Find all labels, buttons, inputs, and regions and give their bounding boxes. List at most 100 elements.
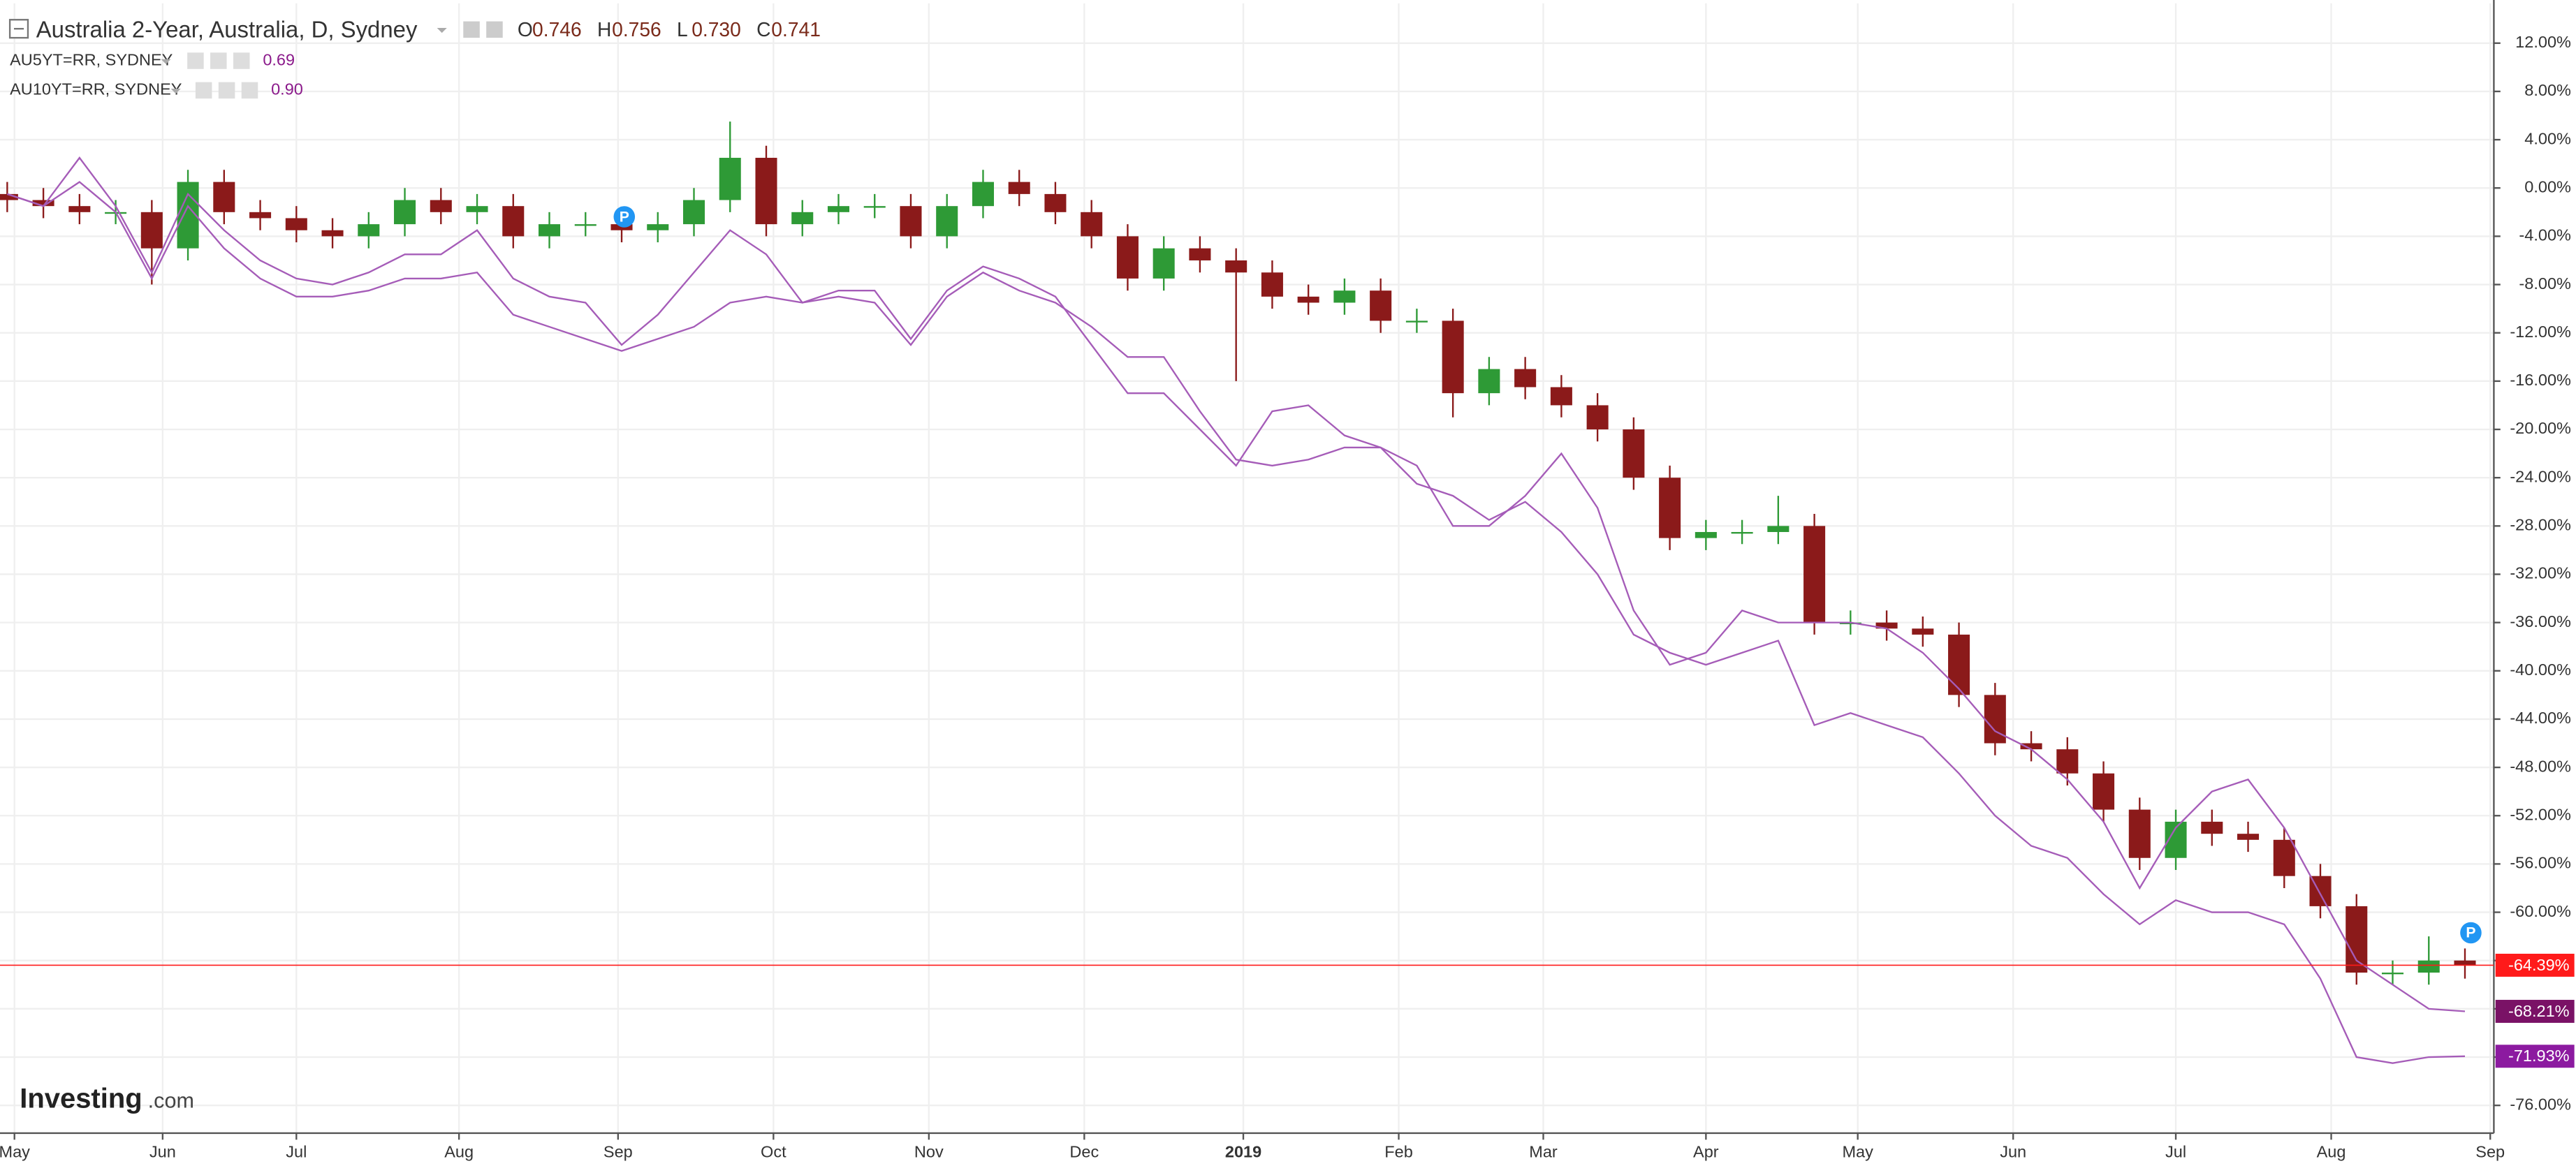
candle-body (574, 224, 597, 226)
candle-body (68, 206, 91, 212)
candle-body (1297, 296, 1319, 303)
dropdown[interactable] (170, 89, 181, 94)
last-value-label: -64.39% (2508, 956, 2570, 974)
candle-body (2237, 834, 2260, 840)
candle-body (900, 206, 922, 237)
y-tick-label: -24.00% (2510, 467, 2571, 485)
candle-body (1731, 531, 1753, 534)
candle-body (1008, 182, 1030, 194)
ohlc-label: C (756, 18, 770, 40)
candle-body (1370, 290, 1392, 321)
candle-body (1875, 622, 1898, 629)
candle-body (682, 200, 705, 225)
candle-body (1550, 387, 1572, 406)
ohlc-label: O (518, 18, 533, 40)
marker-circle[interactable] (2460, 922, 2482, 944)
y-tick-label: -56.00% (2510, 854, 2571, 872)
candle-body (1333, 290, 1356, 303)
candle-body (647, 224, 669, 230)
y-tick-label: -36.00% (2510, 612, 2571, 630)
ohlc-value: 0.741 (771, 18, 821, 40)
candle-body (321, 230, 344, 237)
y-tick-label: 0.00% (2524, 177, 2571, 195)
y-tick-label: -52.00% (2510, 805, 2571, 823)
x-tick-label: Sep (2475, 1142, 2505, 1160)
candle-body (430, 200, 452, 212)
x-tick-label: Jun (149, 1142, 176, 1160)
x-tick-label: Oct (761, 1142, 786, 1160)
candle-body (285, 218, 307, 230)
ohlc-value: 0.730 (691, 18, 741, 40)
grid (0, 3, 2494, 1133)
event-marker[interactable]: P (2460, 922, 2482, 944)
candle-body (863, 206, 886, 208)
candle-body (1152, 248, 1175, 279)
candle-body (32, 200, 54, 207)
candle-body (1803, 526, 1826, 623)
candle-body (1261, 272, 1283, 297)
y-tick-label: 8.00% (2524, 81, 2571, 99)
candle-body (2381, 972, 2404, 975)
last-value-box (2495, 953, 2575, 977)
settings-icon[interactable] (195, 82, 212, 99)
series-line (6, 156, 2466, 1012)
y-tick-label: -28.00% (2510, 516, 2571, 534)
candle-body (213, 182, 235, 212)
candle-body (1081, 212, 1103, 237)
candle-body (0, 193, 18, 200)
x-tick-label: Nov (914, 1142, 944, 1160)
watermark: Investing .com (20, 1083, 194, 1114)
dropdown[interactable] (161, 59, 171, 64)
candle-body (394, 200, 416, 225)
close-icon[interactable] (233, 52, 250, 69)
event-marker[interactable]: P (613, 206, 636, 228)
marker-circle[interactable] (613, 206, 636, 228)
x-tick-label: May (0, 1142, 30, 1160)
marker-text: P (620, 209, 629, 225)
x-tick-label: Dec (1069, 1142, 1099, 1160)
candle-body (538, 224, 561, 237)
x-tick-label: 2019 (1225, 1142, 1261, 1160)
close-icon[interactable] (241, 82, 258, 99)
candle-body (1189, 248, 1211, 260)
candle-body (1984, 695, 2006, 744)
logo-suffix: .com (148, 1088, 194, 1112)
dropdown[interactable] (437, 28, 447, 34)
settings-icon[interactable] (218, 82, 235, 99)
y-tick-label: 4.00% (2524, 129, 2571, 147)
series-line (6, 181, 2466, 1064)
legend-value: 0.90 (271, 80, 303, 98)
x-tick-label: Jul (2165, 1142, 2186, 1160)
candle-body (936, 206, 958, 237)
candle-body (610, 224, 633, 230)
y-tick-label: -40.00% (2510, 661, 2571, 679)
settings-icon[interactable] (486, 21, 503, 38)
candle-body (1405, 320, 1428, 323)
ohlc-label: H (597, 18, 611, 40)
candle-body (1514, 369, 1537, 388)
y-tick-label: -4.00% (2519, 226, 2571, 244)
last-value-label: -71.93% (2508, 1047, 2570, 1065)
candle-body (972, 182, 994, 207)
settings-icon[interactable] (463, 21, 480, 38)
x-tick-label: Aug (2317, 1142, 2346, 1160)
x-tick-label: Jul (286, 1142, 307, 1160)
candle-body (2020, 743, 2042, 750)
candle-body (1948, 634, 1970, 695)
y-tick-label: -12.00% (2510, 323, 2571, 341)
candle-body (2454, 960, 2476, 966)
candle-body (140, 212, 163, 249)
candle-body (1912, 628, 1934, 635)
legend[interactable]: Australia 2-Year, Australia, D, Sydney A… (8, 16, 503, 99)
y-tick-label: -48.00% (2510, 757, 2571, 775)
settings-icon[interactable] (210, 52, 227, 69)
candle-body (1623, 429, 1645, 478)
settings-icon[interactable] (187, 52, 204, 69)
y-tick-label: -20.00% (2510, 419, 2571, 437)
y-tick-label: -76.00% (2510, 1095, 2571, 1113)
candle-body (249, 212, 272, 219)
ohlc-value: 0.746 (532, 18, 582, 40)
